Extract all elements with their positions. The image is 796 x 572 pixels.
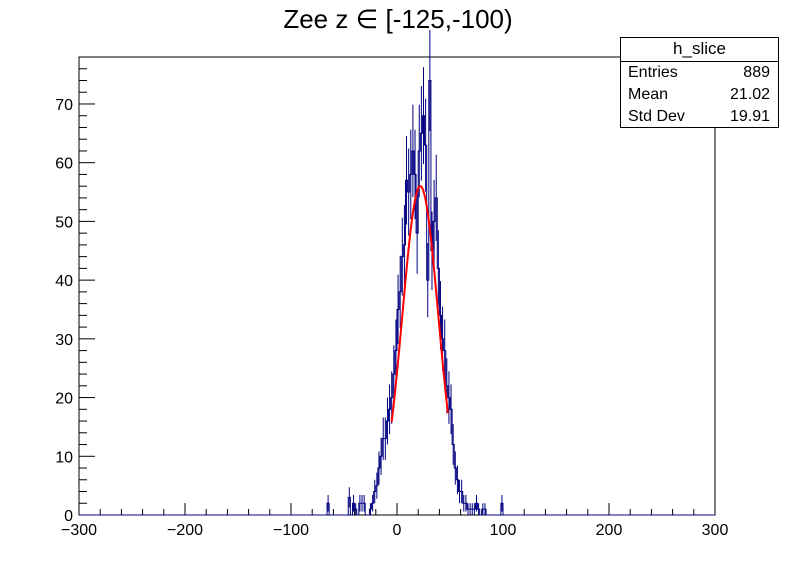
- y-tick-label: 30: [55, 332, 73, 349]
- stats-value: 21.02: [729, 86, 770, 103]
- stats-label: Entries: [628, 64, 678, 81]
- gaussian-fit-line: [390, 185, 449, 422]
- x-tick-label: −100: [273, 522, 309, 539]
- stats-box: h_slice Entries 889 Mean 21.02 Std Dev 1…: [620, 37, 779, 128]
- stats-label: Std Dev: [628, 108, 685, 125]
- histogram-bars: [79, 29, 715, 516]
- stats-row-mean: Mean 21.02: [621, 84, 778, 106]
- y-tick-label: 60: [55, 156, 73, 173]
- histogram-line: [79, 79, 715, 516]
- x-tick-label: 300: [702, 522, 729, 539]
- stats-label: Mean: [628, 86, 669, 103]
- y-tick-label: 70: [55, 97, 73, 114]
- stats-title: h_slice: [621, 38, 778, 62]
- y-tick-label: 50: [55, 214, 73, 231]
- x-tick-label: 100: [490, 522, 517, 539]
- stats-value: 889: [743, 64, 770, 81]
- x-tick-label: −300: [61, 522, 97, 539]
- stats-value: 19.91: [729, 108, 770, 125]
- fit-curve: [390, 185, 449, 422]
- x-tick-label: −200: [167, 522, 203, 539]
- y-tick-label: 20: [55, 391, 73, 408]
- y-tick-label: 0: [64, 508, 73, 525]
- x-tick-label: 0: [393, 522, 402, 539]
- y-tick-label: 40: [55, 273, 73, 290]
- x-tick-label: 200: [596, 522, 623, 539]
- chart-title: Zee z ∈ [-125,-100): [283, 4, 513, 34]
- y-tick-label: 10: [55, 449, 73, 466]
- stats-row-entries: Entries 889: [621, 62, 778, 84]
- stats-row-stddev: Std Dev 19.91: [621, 106, 778, 128]
- axes: −300 −200 −100 0 100 200 300 0 10 20 30 40 50 60 70: [55, 56, 729, 539]
